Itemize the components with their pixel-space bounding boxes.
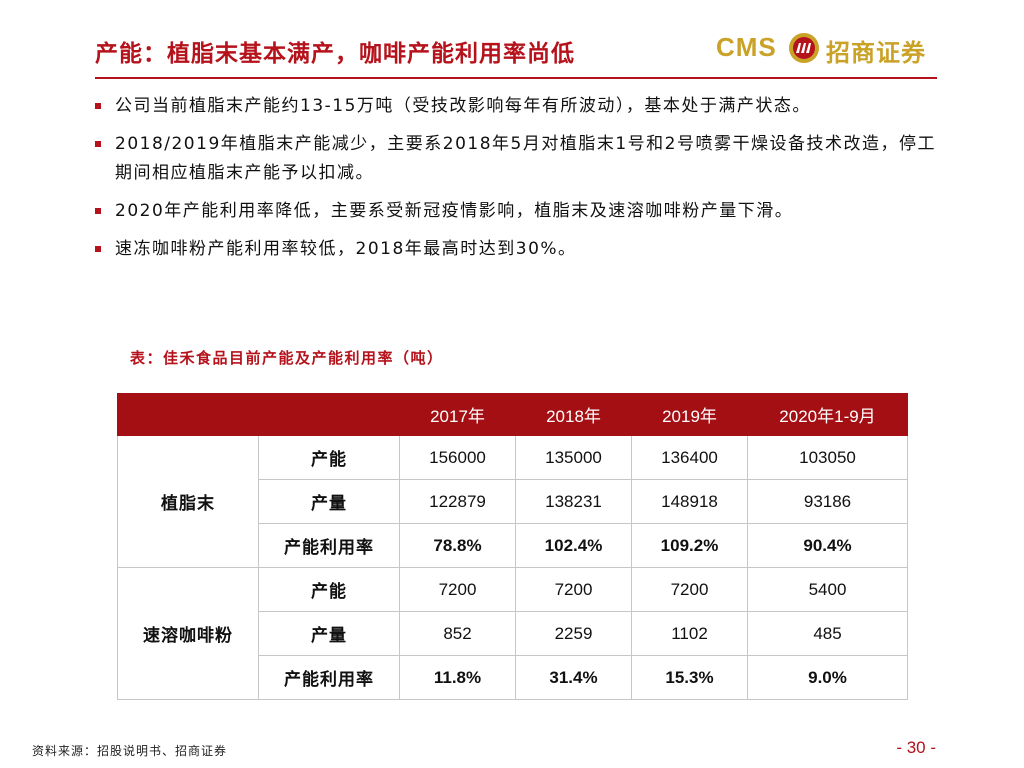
table-cell: 78.8% [399, 523, 516, 568]
table-cell: 31.4% [515, 655, 632, 700]
logo-cms-text: CMS [716, 32, 777, 62]
company-logo: CMS 招商证券 [716, 30, 940, 67]
table-cell: 7200 [515, 567, 632, 612]
column-header: 2018年 [515, 393, 632, 436]
table-cell: 138231 [515, 479, 632, 524]
bullet-item: 公司当前植脂末产能约13-15万吨（受技改影响每年有所波动），基本处于满产状态。 [95, 92, 945, 121]
table-cell: 7200 [399, 567, 516, 612]
table-cell: 156000 [399, 435, 516, 480]
column-header: 2019年 [631, 393, 748, 436]
table-cell: 15.3% [631, 655, 748, 700]
row-label: 产量 [258, 479, 400, 524]
row-label: 产能 [258, 567, 400, 612]
group-label: 植脂末 [117, 435, 259, 568]
table-row: 产量 122879 138231 148918 93186 [118, 479, 908, 524]
table-cell: 485 [747, 611, 908, 656]
table-row: 产量 852 2259 1102 485 [118, 611, 908, 656]
column-header: 2020年1-9月 [747, 393, 908, 436]
table-row: 植脂末 产能 156000 135000 136400 103050 [117, 435, 908, 568]
table-cell: 9.0% [747, 655, 908, 700]
bullet-list: 公司当前植脂末产能约13-15万吨（受技改影响每年有所波动），基本处于满产状态。… [95, 92, 945, 273]
header-divider [95, 77, 937, 79]
row-label: 产量 [258, 611, 400, 656]
page-number: - 30 - [896, 738, 936, 757]
table-row: 产能利用率 11.8% 31.4% 15.3% 9.0% [118, 655, 908, 700]
table-cell: 103050 [747, 435, 908, 480]
bullet-item: 2020年产能利用率降低，主要系受新冠疫情影响，植脂末及速溶咖啡粉产量下滑。 [95, 197, 945, 226]
logo-company-name: 招商证券 [826, 38, 926, 67]
table-cell: 109.2% [631, 523, 748, 568]
bullet-item: 2018/2019年植脂末产能减少，主要系2018年5月对植脂末1号和2号喷雾干… [95, 130, 945, 188]
table-cell: 1102 [631, 611, 748, 656]
table-header-row: 2017年 2018年 2019年 2020年1-9月 [117, 393, 908, 436]
table-cell: 90.4% [747, 523, 908, 568]
page-title: 产能：植脂末基本满产，咖啡产能利用率尚低 [95, 40, 575, 67]
table-cell: 852 [399, 611, 516, 656]
header-empty-cell [258, 393, 400, 436]
table-caption: 表：佳禾食品目前产能及产能利用率（吨） [130, 349, 444, 367]
capacity-table: 2017年 2018年 2019年 2020年1-9月 植脂末 产能 15600… [117, 393, 908, 700]
source-note: 资料来源：招股说明书、招商证券 [32, 744, 228, 758]
row-label: 产能利用率 [258, 523, 400, 568]
row-label: 产能 [258, 435, 400, 480]
header-empty-cell [117, 393, 259, 436]
row-label: 产能利用率 [258, 655, 400, 700]
table-row: 速溶咖啡粉 产能 7200 7200 7200 5400 [117, 567, 908, 700]
bullet-item: 速冻咖啡粉产能利用率较低，2018年最高时达到30%。 [95, 235, 945, 264]
table-cell: 7200 [631, 567, 748, 612]
table-cell: 122879 [399, 479, 516, 524]
table-cell: 5400 [747, 567, 908, 612]
table-row: 产能利用率 78.8% 102.4% 109.2% 90.4% [118, 523, 908, 568]
cms-logo-mark-icon [789, 33, 819, 63]
group-label: 速溶咖啡粉 [117, 567, 259, 700]
table-cell: 102.4% [515, 523, 632, 568]
column-header: 2017年 [399, 393, 516, 436]
table-cell: 93186 [747, 479, 908, 524]
table-cell: 148918 [631, 479, 748, 524]
table-cell: 136400 [631, 435, 748, 480]
table-cell: 2259 [515, 611, 632, 656]
table-cell: 11.8% [399, 655, 516, 700]
table-cell: 135000 [515, 435, 632, 480]
